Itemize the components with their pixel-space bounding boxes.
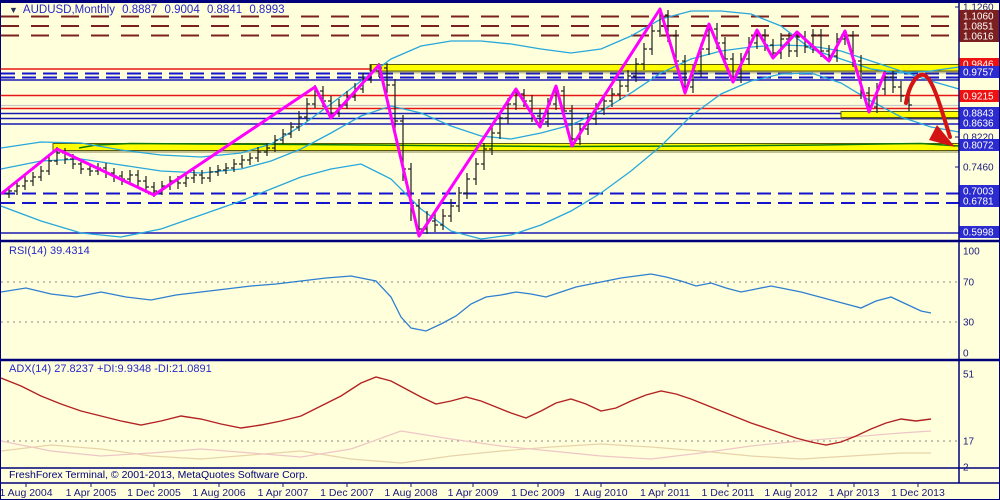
time-axis-label: 1 Dec 2009 (511, 487, 565, 499)
copyright-text: FreshForex Terminal, © 2001-2013, MetaQu… (9, 469, 308, 481)
price-badge (959, 20, 999, 32)
time-axis-label: 1 Apr 2009 (448, 487, 499, 499)
svg-text:0.7460: 0.7460 (963, 163, 994, 174)
price-badge (959, 66, 999, 78)
adx-line (1, 376, 932, 446)
ohlc-high: 0.9004 (164, 4, 200, 16)
price-badge-text: 0.7003 (963, 187, 994, 198)
price-badge-text: 1.0616 (963, 32, 994, 43)
symbol-period-label: AUDUSD,Monthly (22, 4, 115, 16)
time-axis-label: 1 Aug 2008 (384, 487, 437, 499)
svg-text:100: 100 (963, 247, 980, 258)
price-badge (959, 90, 999, 102)
bollinger-upper-band (1, 10, 960, 158)
price-badge-text: 0.9757 (963, 68, 994, 79)
time-axis-label: 1 Apr 2011 (640, 487, 690, 499)
price-badge (959, 185, 999, 197)
ohlc-close: 0.8993 (249, 4, 285, 16)
svg-text:0.8220: 0.8220 (963, 133, 994, 144)
price-badge-text: 0.9846 (963, 60, 994, 71)
price-badge (959, 107, 999, 119)
zone-shadow (370, 71, 959, 74)
price-badge (959, 10, 999, 22)
price-badge-text: 0.9215 (963, 92, 994, 103)
zigzag-line (1, 7, 887, 238)
time-axis[interactable]: 1 Aug 2004 1 Apr 2005 1 Dec 2005 1 Aug 2006… (1, 483, 945, 499)
price-badge (959, 30, 999, 42)
price-badge-text: 0.8636 (963, 119, 994, 130)
ohlc-open: 0.8887 (122, 4, 158, 16)
svg-text:17: 17 (963, 437, 975, 448)
adx-indicator-label: ADX(14) 27.8237 +DI:9.9348 -DI:21.0891 (9, 363, 212, 375)
projection-arrow (904, 72, 952, 139)
key-zone-yellow (369, 64, 960, 72)
price-badge (959, 117, 999, 129)
time-axis-label: 1 Apr 2007 (258, 487, 309, 499)
svg-text:30: 30 (963, 318, 975, 329)
price-badge-text: 0.8072 (963, 141, 994, 152)
time-axis-label: 1 Aug 2010 (574, 487, 627, 499)
price-badge (959, 195, 999, 207)
svg-text:1.1260: 1.1260 (963, 3, 994, 14)
svg-text:0: 0 (963, 349, 969, 360)
time-axis-label: 1 Dec 2011 (702, 487, 755, 499)
price-badge-text: 0.5998 (963, 228, 994, 239)
price-badge-text: 1.0851 (963, 22, 994, 33)
projection-arrow-head (929, 125, 955, 147)
time-axis-label: 1 Aug 2012 (764, 487, 817, 499)
green-ma-line (78, 142, 960, 149)
price-badge-text: 0.6781 (963, 197, 994, 208)
time-axis-label: 1 Dec 2007 (320, 487, 374, 499)
price-badge (959, 139, 999, 151)
price-badge (959, 226, 999, 238)
chart-header: ▼ AUDUSD,Monthly 0.8887 0.9004 0.8841 0.8… (9, 4, 289, 16)
minus-di-line (1, 430, 932, 460)
zone-shadow (53, 150, 959, 153)
rsi-indicator-label: RSI(14) 39.4314 (9, 245, 90, 257)
price-badge-text: 1.1060 (963, 12, 994, 23)
time-axis-label: 1 Aug 2006 (192, 487, 245, 499)
svg-text:51: 51 (963, 370, 975, 381)
zone-shadow (841, 117, 959, 120)
time-axis-label: 1 Apr 2013 (829, 487, 880, 499)
svg-text:70: 70 (963, 278, 975, 289)
price-badge-text: 0.8843 (963, 109, 994, 120)
rsi-line (1, 273, 932, 332)
symbol-dropdown-icon: ▼ (9, 5, 18, 15)
plus-di-line (1, 443, 931, 464)
time-axis-label: 1 Dec 2013 (891, 487, 945, 499)
time-axis-label: 1 Aug 2004 (1, 487, 53, 499)
ohlc-low: 0.8841 (206, 4, 243, 16)
svg-text:2: 2 (963, 463, 969, 474)
time-axis-label: 1 Dec 2005 (127, 487, 181, 499)
time-axis-label: 1 Apr 2005 (66, 487, 117, 499)
bollinger-lower-band (1, 72, 960, 240)
